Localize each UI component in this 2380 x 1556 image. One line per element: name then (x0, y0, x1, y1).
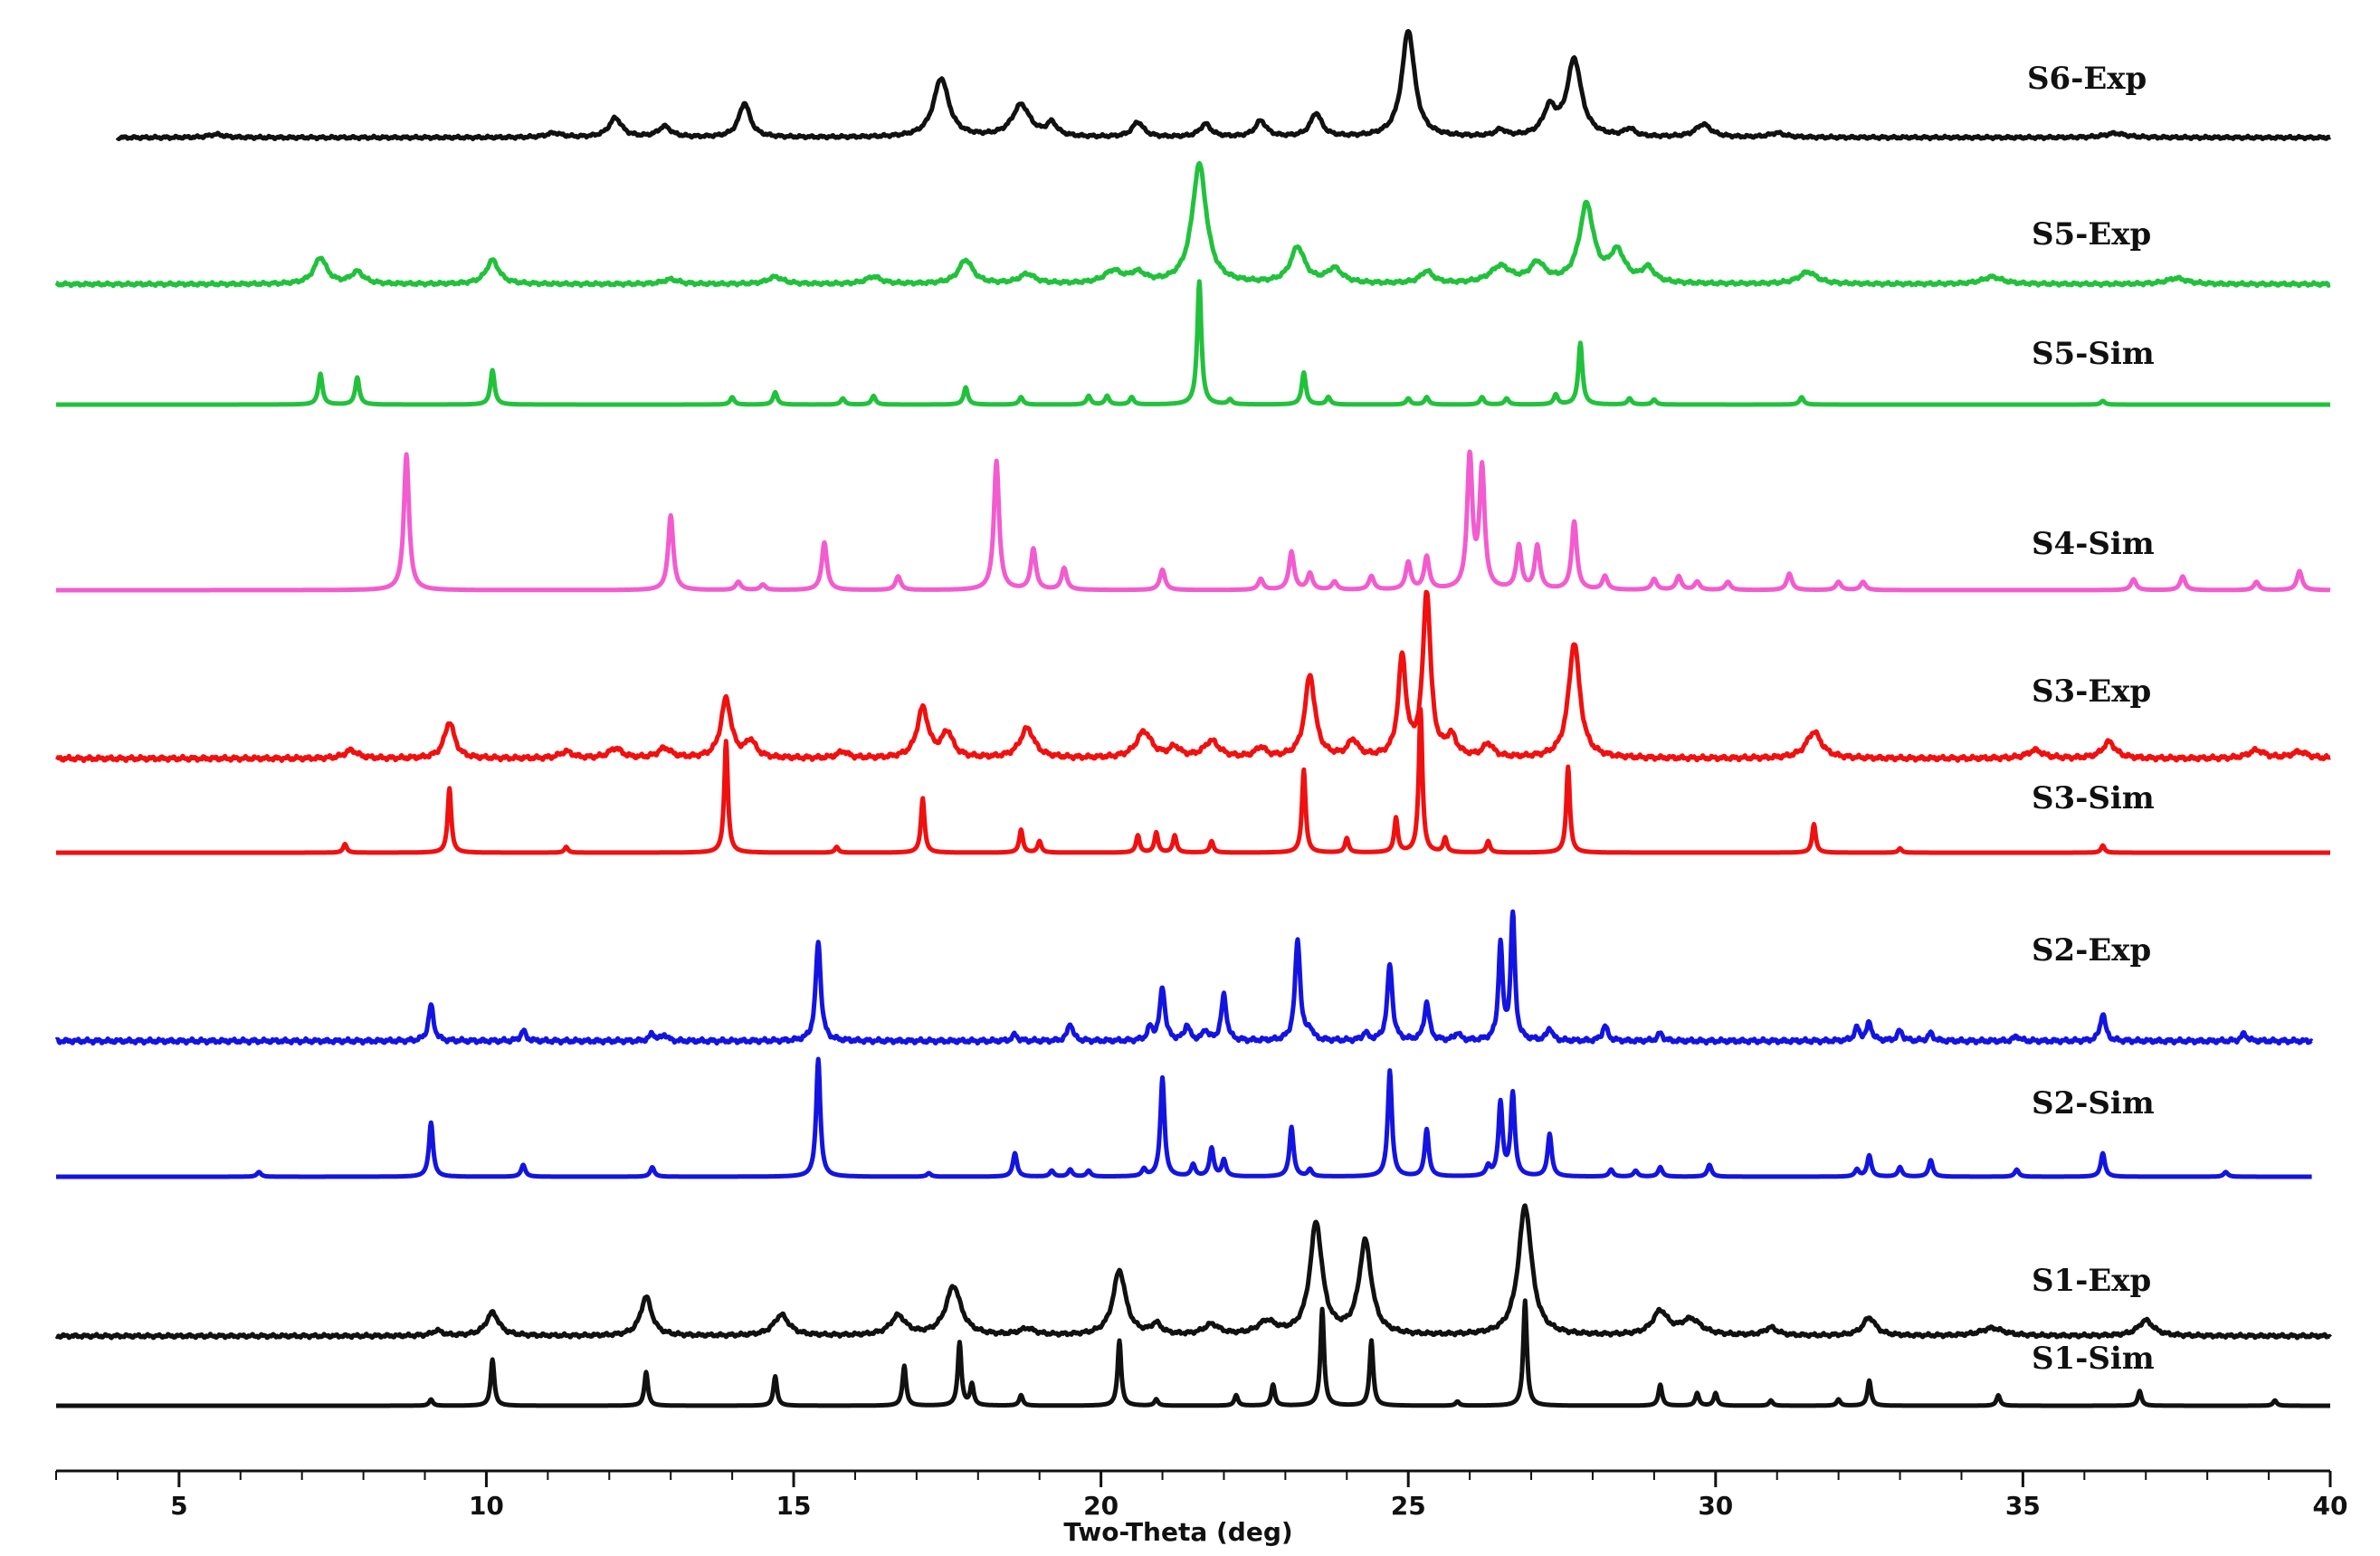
series-label-s2-exp: S2-Exp (2032, 932, 2151, 969)
x-tick-label: 40 (2313, 1491, 2348, 1521)
series-label-s2-sim: S2-Sim (2032, 1085, 2155, 1122)
x-tick-label: 10 (469, 1491, 504, 1521)
series-label-s1-sim: S1-Sim (2032, 1341, 2155, 1377)
x-tick-label: 5 (170, 1491, 187, 1521)
series-line-s2-exp (54, 909, 2314, 1046)
x-tick-label: 15 (776, 1491, 812, 1521)
x-axis-title: Two-Theta (deg) (1063, 1517, 1292, 1547)
x-axis: 5 10 15 20 25 30 35 40 (55, 1469, 2348, 1521)
series-line-s1-exp (54, 1203, 2332, 1341)
x-tick-label: 20 (1083, 1491, 1119, 1521)
series-line-s4-sim (54, 449, 2332, 593)
series-label-s5-exp: S5-Exp (2032, 216, 2151, 253)
series-label-s3-exp: S3-Exp (2032, 673, 2151, 710)
series-line-s1-sim (54, 1298, 2332, 1408)
series-line-s5-sim (54, 279, 2332, 407)
series-label-s1-exp: S1-Exp (2032, 1263, 2151, 1299)
x-tick-label: 25 (1391, 1491, 1426, 1521)
series-label-s4-sim: S4-Sim (2032, 526, 2155, 562)
series-line-s3-exp (54, 589, 2332, 764)
traces-group (54, 29, 2332, 1408)
series-line-s3-sim (54, 707, 2332, 855)
x-tick-label: 30 (1698, 1491, 1733, 1521)
series-line-s6-exp (115, 29, 2332, 142)
trace-labels-group: S6-Exp S5-Exp S5-Sim S4-Sim S3-Exp S3-Sim S2-E… (2027, 61, 2155, 1377)
series-label-s5-sim: S5-Sim (2032, 336, 2155, 372)
series-line-s2-sim (54, 1056, 2314, 1179)
series-line-s5-exp (54, 160, 2332, 289)
x-tick-label: 35 (2005, 1491, 2041, 1521)
series-label-s3-sim: S3-Sim (2032, 780, 2155, 816)
series-label-s6-exp: S6-Exp (2027, 61, 2147, 97)
